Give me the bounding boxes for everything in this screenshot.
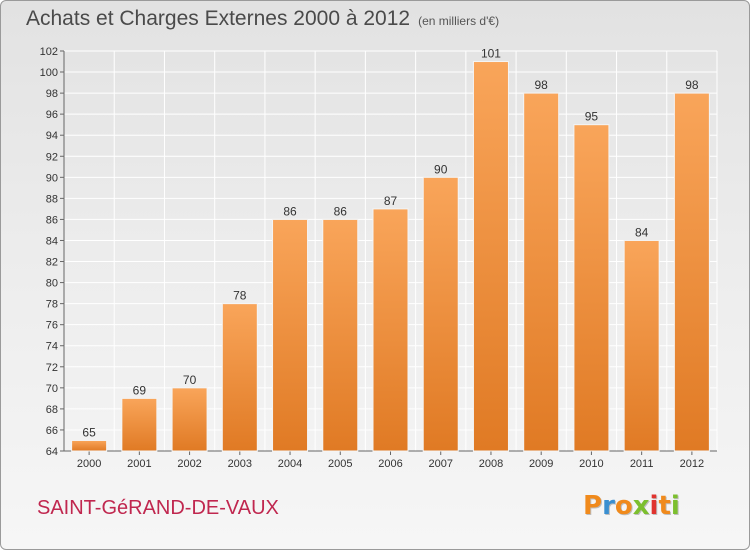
data-label: 69 — [133, 383, 147, 397]
data-label: 70 — [183, 373, 197, 387]
logo-letter: P — [583, 491, 603, 521]
x-tick-label: 2006 — [378, 458, 402, 470]
x-tick-label: 2004 — [278, 458, 302, 470]
data-label: 65 — [82, 425, 96, 439]
data-label: 86 — [283, 204, 297, 218]
data-label: 87 — [384, 194, 398, 208]
x-tick-label: 2003 — [228, 458, 252, 470]
x-tick-label: 2002 — [177, 458, 201, 470]
y-tick-label: 100 — [40, 67, 58, 79]
logo-letter: i — [649, 491, 659, 521]
bar — [673, 92, 710, 452]
y-tick-label: 70 — [46, 383, 58, 395]
bars — [71, 61, 710, 452]
data-label: 101 — [481, 47, 501, 61]
x-tick-label: 2007 — [428, 458, 452, 470]
y-tick-label: 66 — [46, 425, 58, 437]
y-tick-label: 80 — [46, 278, 58, 290]
data-label: 86 — [334, 204, 348, 218]
data-label: 84 — [635, 225, 649, 239]
logo-letter: r — [602, 491, 615, 521]
y-tick-label: 76 — [46, 320, 58, 332]
y-tick-label: 84 — [46, 235, 58, 247]
bar — [422, 176, 459, 452]
y-tick-label: 72 — [46, 362, 58, 374]
x-tick-label: 2012 — [680, 458, 704, 470]
y-tick-label: 98 — [46, 88, 58, 100]
bar — [523, 92, 560, 452]
x-tick-label: 2005 — [328, 458, 352, 470]
logo-letter: i — [670, 491, 680, 521]
bar — [623, 239, 660, 452]
y-tick-label: 82 — [46, 257, 58, 269]
y-tick-label: 96 — [46, 109, 58, 121]
data-label: 98 — [685, 78, 699, 92]
y-tick-label: 86 — [46, 214, 58, 226]
logo-letter: t — [658, 491, 671, 521]
data-label: 78 — [233, 289, 247, 303]
bar — [322, 218, 359, 452]
y-tick-label: 102 — [40, 46, 58, 58]
proxiti-logo: Proxiti — [583, 491, 680, 521]
bar — [221, 303, 258, 452]
bar — [472, 61, 509, 452]
data-label: 95 — [585, 110, 599, 124]
bar — [171, 387, 208, 452]
bar — [573, 124, 610, 452]
x-tick-label: 2010 — [579, 458, 603, 470]
commune-name: SAINT-GéRAND-DE-VAUX — [37, 497, 279, 519]
chart-subtitle: (en milliers d'€) — [418, 14, 500, 28]
bar — [121, 397, 158, 452]
data-label: 90 — [434, 162, 448, 176]
y-tick-label: 78 — [46, 299, 58, 311]
x-tick-label: 2001 — [127, 458, 151, 470]
x-tick-label: 2008 — [479, 458, 503, 470]
y-tick-label: 88 — [46, 193, 58, 205]
y-tick-label: 90 — [46, 172, 58, 184]
bar — [272, 218, 309, 452]
logo-letter: x — [632, 491, 650, 521]
title-text: Achats et Charges Externes 2000 à 2012 — [26, 7, 411, 30]
y-tick-label: 94 — [46, 130, 58, 142]
x-tick-label: 2000 — [77, 458, 101, 470]
y-tick-label: 68 — [46, 404, 58, 416]
y-tick-label: 64 — [46, 446, 58, 458]
chart-title: Achats et Charges Externes 2000 à 2012 (e… — [26, 7, 499, 31]
data-label: 98 — [535, 78, 549, 92]
y-tick-label: 74 — [46, 341, 58, 353]
bar — [71, 439, 108, 452]
y-tick-label: 92 — [46, 151, 58, 163]
x-tick-label: 2011 — [630, 458, 654, 470]
labels: 65 69 70 78 86 86 87 90 101 98 95 84 98 — [82, 47, 698, 440]
logo-letter: o — [614, 491, 633, 521]
bar — [372, 208, 409, 452]
x-tick-label: 2009 — [529, 458, 553, 470]
